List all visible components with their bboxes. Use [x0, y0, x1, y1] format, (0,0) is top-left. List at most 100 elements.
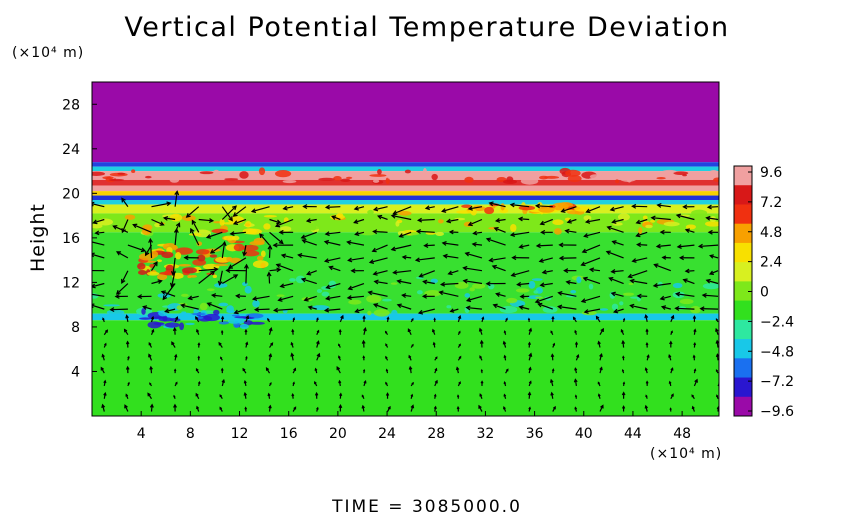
- colorbar-swatch: [734, 358, 752, 379]
- wind-arrow: [485, 281, 506, 287]
- x-tick-label: 16: [280, 426, 298, 442]
- wind-arrow: [456, 394, 460, 399]
- wind-arrow: [479, 393, 483, 399]
- wind-arrow: [691, 405, 695, 412]
- field-anomaly: [656, 177, 666, 180]
- field-anomaly: [187, 275, 192, 279]
- wind-arrow: [314, 391, 319, 399]
- field-anomaly: [520, 177, 539, 185]
- wind-arrow: [457, 381, 461, 387]
- field-anomaly: [162, 242, 177, 251]
- wind-arrow: [300, 231, 317, 240]
- field-anomaly: [176, 305, 183, 310]
- wind-arrow: [609, 206, 624, 212]
- wind-arrow: [268, 404, 272, 412]
- wind-arrow: [611, 240, 624, 246]
- field-anomaly: [373, 309, 390, 317]
- wind-arrow: [527, 391, 532, 399]
- field-anomaly: [642, 215, 648, 220]
- wind-arrow: [527, 341, 531, 348]
- field-anomaly: [124, 214, 136, 220]
- wind-arrow: [323, 239, 341, 246]
- wind-arrow: [198, 218, 215, 223]
- wind-arrow: [503, 381, 507, 387]
- wind-arrow: [115, 251, 129, 259]
- field-anomaly: [369, 174, 387, 177]
- wind-arrow: [195, 367, 200, 374]
- wind-arrow: [316, 340, 320, 348]
- wind-arrow: [682, 278, 695, 285]
- wind-arrow: [670, 367, 674, 374]
- wind-arrow: [631, 203, 648, 209]
- wind-arrow: [347, 257, 365, 263]
- wind-arrow: [268, 382, 272, 387]
- wind-arrow: [415, 229, 435, 234]
- wind-arrow: [701, 292, 719, 298]
- wind-arrow: [103, 391, 107, 399]
- wind-arrow: [323, 257, 341, 263]
- wind-arrow: [282, 205, 294, 211]
- wind-arrow: [622, 381, 626, 387]
- field-anomaly: [117, 172, 126, 175]
- wind-arrow: [219, 406, 223, 412]
- wind-arrow: [377, 214, 388, 221]
- field-anomaly: [199, 171, 214, 175]
- wind-arrow: [251, 295, 270, 301]
- wind-arrow: [467, 218, 483, 227]
- wind-arrow: [674, 291, 695, 297]
- wind-arrow: [682, 204, 695, 210]
- field-anomaly: [431, 173, 438, 181]
- wind-arrow: [385, 392, 390, 399]
- field-anomaly: [249, 321, 265, 325]
- wind-arrow: [290, 341, 294, 348]
- wind-arrow: [275, 263, 294, 272]
- field-anomaly: [391, 309, 398, 317]
- x-axis-unit: (×10⁴ m): [650, 446, 723, 462]
- wind-arrow: [551, 315, 555, 322]
- wind-arrow: [103, 342, 107, 348]
- wind-arrow: [434, 379, 438, 387]
- field-anomaly: [422, 168, 427, 176]
- field-anomaly: [227, 319, 241, 324]
- wind-arrow: [291, 392, 295, 399]
- colorbar-swatch: [734, 262, 752, 282]
- field-anomaly: [366, 294, 382, 303]
- field-anomaly: [252, 299, 260, 308]
- colorbar-swatch: [734, 166, 752, 186]
- field-anomaly: [321, 291, 330, 297]
- wind-arrow: [668, 354, 672, 361]
- wind-arrow: [434, 367, 438, 374]
- field-anomaly: [295, 275, 306, 284]
- wind-arrow: [509, 231, 530, 238]
- wind-arrow: [114, 294, 128, 299]
- field-anomaly: [535, 296, 543, 299]
- wind-arrow: [245, 355, 248, 361]
- wind-arrow: [621, 391, 626, 399]
- wind-arrow: [572, 316, 577, 323]
- y-tick-label: 16: [62, 231, 80, 247]
- x-tick-label: 32: [476, 426, 494, 442]
- wind-arrow: [678, 255, 695, 261]
- colorbar-swatch: [734, 204, 752, 225]
- field-anomaly: [197, 316, 204, 320]
- wind-arrow: [265, 367, 271, 374]
- wind-arrow: [324, 204, 341, 210]
- wind-arrow: [127, 355, 130, 361]
- wind-arrow: [511, 255, 530, 261]
- x-tick-label: 36: [526, 426, 544, 442]
- wind-arrow: [535, 243, 553, 249]
- wind-arrow: [338, 379, 342, 387]
- field-anomaly: [239, 171, 249, 179]
- field-anomaly: [390, 282, 398, 285]
- wind-arrow: [583, 231, 601, 238]
- wind-arrow: [537, 302, 553, 310]
- wind-arrow: [574, 406, 578, 412]
- x-tick-label: 44: [624, 426, 642, 442]
- wind-arrow: [599, 352, 603, 361]
- wind-arrow: [495, 292, 506, 297]
- wind-arrow: [232, 206, 247, 217]
- field-anomaly: [244, 285, 252, 294]
- time-footer: TIME = 3085000.0: [332, 497, 522, 517]
- wind-arrow: [608, 276, 624, 285]
